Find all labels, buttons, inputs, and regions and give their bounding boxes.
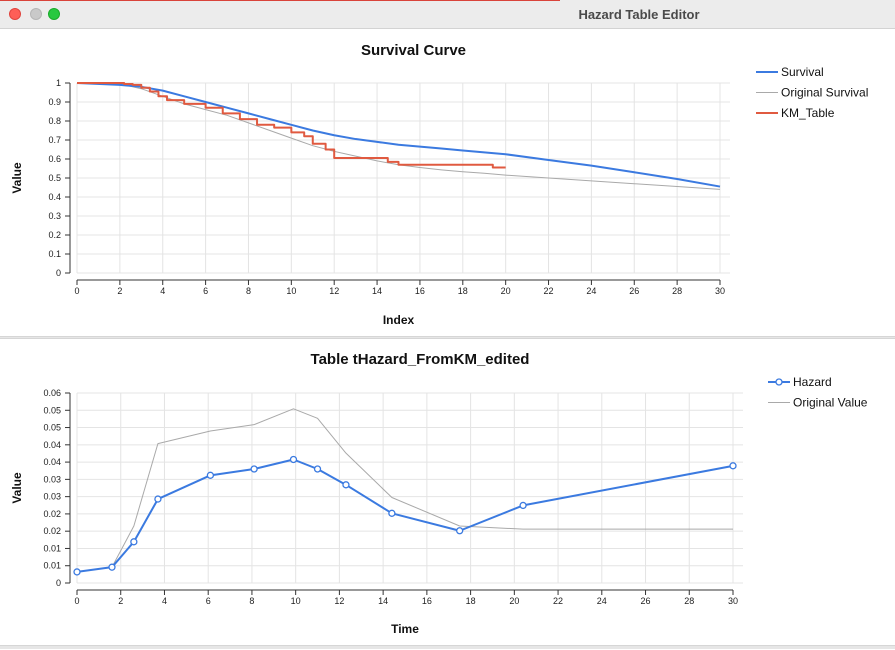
legend-label: Original Value: [793, 396, 868, 410]
x-tick-label: 14: [372, 286, 382, 296]
y-axis-label: Value: [10, 472, 24, 504]
legend-label: Survival: [781, 65, 824, 79]
x-tick-label: 30: [728, 596, 738, 606]
x-tick-label: 12: [329, 286, 339, 296]
y-tick-label: 0: [56, 268, 61, 278]
data-point: [206, 471, 215, 479]
y-tick-label: 0: [56, 578, 61, 588]
x-tick-label: 0: [74, 596, 79, 606]
window-title: Hazard Table Editor: [578, 7, 700, 22]
data-point: [154, 495, 162, 503]
x-tick-label: 0: [74, 286, 79, 296]
series-line-hazard: [76, 458, 734, 573]
data-point: [342, 481, 350, 489]
data-point: [250, 465, 258, 473]
x-tick-label: 12: [334, 596, 344, 606]
data-point: [313, 465, 322, 473]
x-tick-label: 2: [118, 596, 123, 606]
x-tick-label: 22: [553, 596, 563, 606]
x-tick-label: 20: [509, 596, 519, 606]
y-tick-label: 0.05: [43, 405, 61, 415]
window-titlebar: Hazard Table Editor: [0, 0, 895, 29]
y-tick-label: 1: [56, 78, 61, 88]
bottom-edge: [0, 645, 895, 649]
y-tick-label: 0.1: [48, 249, 61, 259]
x-axis-label: Time: [391, 622, 419, 636]
x-tick-label: 26: [629, 286, 639, 296]
x-tick-label: 10: [291, 596, 301, 606]
y-tick-label: 0.01: [43, 561, 61, 571]
minimize-window-button[interactable]: [30, 8, 42, 20]
x-tick-label: 28: [672, 286, 682, 296]
chart-title: Table tHazard_FromKM_edited: [311, 351, 530, 368]
x-tick-label: 20: [501, 286, 511, 296]
y-tick-label: 0.4: [48, 192, 61, 202]
data-point: [729, 462, 737, 470]
y-tick-label: 0.03: [43, 474, 61, 484]
x-tick-label: 16: [415, 286, 425, 296]
x-tick-label: 2: [117, 286, 122, 296]
x-tick-label: 10: [286, 286, 296, 296]
legend-label: KM_Table: [781, 106, 835, 120]
x-tick-label: 18: [466, 596, 476, 606]
x-tick-label: 30: [715, 286, 725, 296]
x-tick-label: 14: [378, 596, 388, 606]
y-tick-label: 0.04: [43, 440, 61, 450]
x-tick-label: 8: [249, 596, 254, 606]
close-window-button[interactable]: [9, 8, 21, 20]
y-tick-label: 0.02: [43, 509, 61, 519]
y-tick-label: 0.05: [43, 423, 61, 433]
x-tick-label: 6: [206, 596, 211, 606]
x-tick-label: 28: [684, 596, 694, 606]
legend-label: Original Survival: [781, 86, 868, 100]
y-tick-label: 0.2: [48, 230, 61, 240]
x-tick-label: 26: [641, 596, 651, 606]
y-tick-label: 0.02: [43, 526, 61, 536]
y-tick-label: 0.7: [48, 135, 61, 145]
x-tick-label: 8: [246, 286, 251, 296]
hazard-chart-panel: Table tHazard_FromKM_edited 0 2 4 6 8 10 12 14 16…: [0, 339, 895, 645]
data-point: [519, 501, 527, 510]
panel-divider[interactable]: [0, 336, 895, 339]
y-tick-label: 0.8: [48, 116, 61, 126]
x-tick-label: 24: [597, 596, 607, 606]
x-tick-label: 16: [422, 596, 432, 606]
data-point: [456, 527, 464, 535]
y-tick-label: 0.04: [43, 457, 61, 467]
data-point: [108, 563, 116, 571]
zoom-window-button[interactable]: [48, 8, 60, 20]
y-axis-label: Value: [10, 162, 24, 194]
series-line-original-value: [76, 408, 733, 573]
x-tick-label: 24: [586, 286, 596, 296]
survival-chart-panel: Survival Curve 0 2 4 6 8 10 12 14 16 18 20 22 24 26 28 3…: [0, 29, 895, 336]
legend-marker: [775, 378, 783, 386]
data-point: [130, 538, 138, 546]
data-point: [289, 455, 298, 464]
series-line-original-survival: [76, 82, 721, 190]
x-tick-label: 6: [203, 286, 208, 296]
y-tick-label: 0.01: [43, 543, 61, 553]
x-tick-label: 18: [458, 286, 468, 296]
x-tick-label: 4: [160, 286, 165, 296]
x-axis-label: Index: [383, 313, 415, 327]
data-point: [388, 509, 396, 517]
legend-label: Hazard: [793, 375, 832, 389]
chart-title: Survival Curve: [361, 42, 466, 59]
x-tick-label: 22: [544, 286, 554, 296]
series-line-km-table: [77, 82, 506, 169]
series-line-survival: [76, 82, 721, 188]
y-tick-label: 0.3: [48, 211, 61, 221]
y-tick-label: 0.03: [43, 492, 61, 502]
data-point: [73, 568, 81, 576]
x-tick-label: 4: [162, 596, 167, 606]
y-tick-label: 0.5: [48, 173, 61, 183]
y-tick-label: 0.9: [48, 97, 61, 107]
y-tick-label: 0.06: [43, 388, 61, 398]
titlebar-accent-line: [0, 0, 560, 1]
y-tick-label: 0.6: [48, 154, 61, 164]
